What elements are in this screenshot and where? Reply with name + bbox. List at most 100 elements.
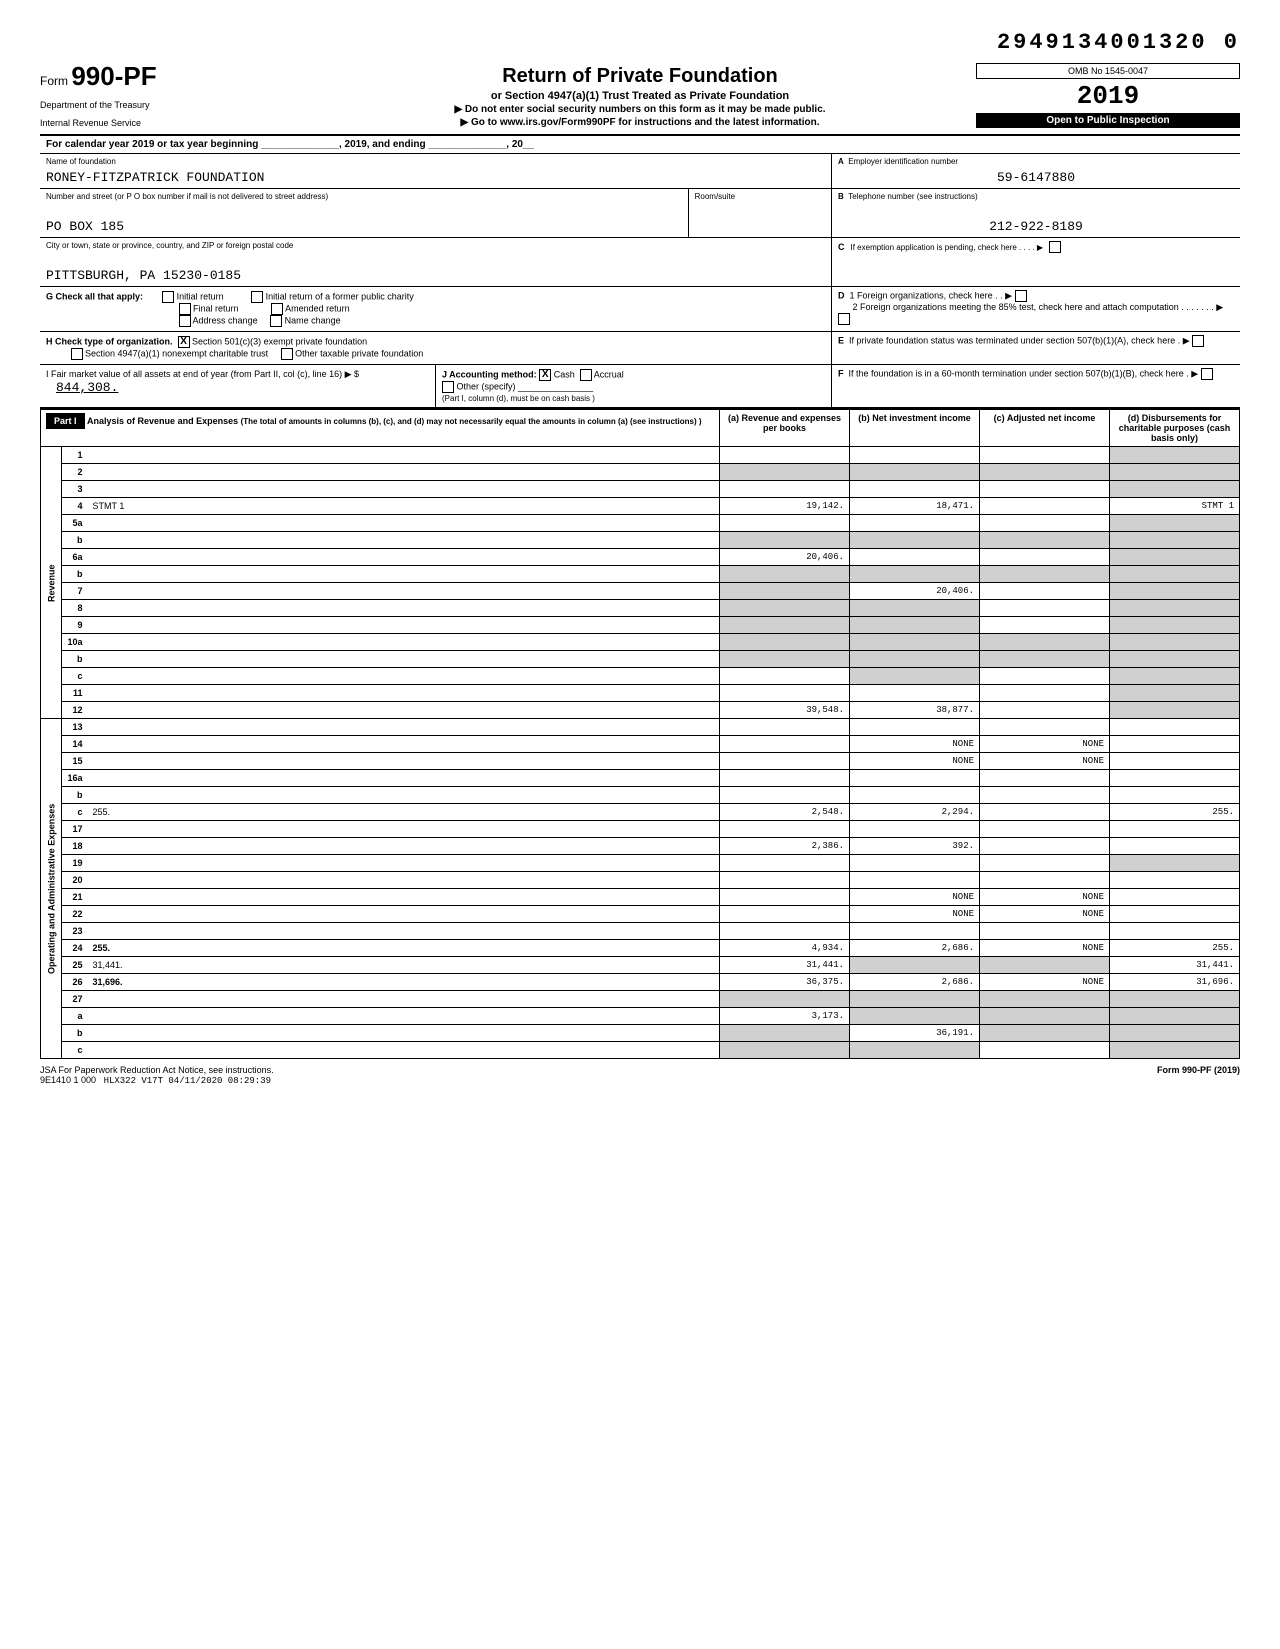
- d-2-checkbox[interactable]: [838, 313, 850, 325]
- row-value-c: [980, 855, 1110, 872]
- ein-label: Employer identification number: [848, 157, 958, 166]
- row-value-c: [980, 838, 1110, 855]
- g-opt-initial: Initial return: [177, 291, 224, 301]
- row-value-c: NONE: [980, 889, 1110, 906]
- row-value-d: [1110, 583, 1240, 600]
- row-value-a: 19,142.: [720, 498, 850, 515]
- row-value-a: 2,548.: [720, 804, 850, 821]
- h-other-checkbox[interactable]: [281, 348, 293, 360]
- row-description: [88, 906, 720, 923]
- h-4947-checkbox[interactable]: [71, 348, 83, 360]
- row-value-c: [980, 685, 1110, 702]
- row-value-b: 36,191.: [850, 1025, 980, 1042]
- row-number: 25: [62, 957, 88, 974]
- row-number: 6a: [62, 549, 88, 566]
- row-value-c: [980, 583, 1110, 600]
- form-number: Form 990-PF: [40, 61, 304, 92]
- row-value-c: [980, 872, 1110, 889]
- g-opt-final: Final return: [193, 303, 239, 313]
- h-label: H Check type of organization.: [46, 336, 173, 346]
- row-value-a: [720, 923, 850, 940]
- row-description: 31,696.: [88, 974, 720, 991]
- row-value-d: [1110, 702, 1240, 719]
- e-checkbox[interactable]: [1192, 335, 1204, 347]
- row-value-c: [980, 651, 1110, 668]
- row-value-b: [850, 651, 980, 668]
- j-other-checkbox[interactable]: [442, 381, 454, 393]
- row-value-c: [980, 1008, 1110, 1025]
- row-value-c: NONE: [980, 906, 1110, 923]
- table-row: 6a 20,406.: [41, 549, 1240, 566]
- table-row: 16a: [41, 770, 1240, 787]
- g-final-return-checkbox[interactable]: [179, 303, 191, 315]
- f-label: F: [838, 368, 844, 378]
- row-number: b: [62, 532, 88, 549]
- row-value-a: 39,548.: [720, 702, 850, 719]
- row-number: 24: [62, 940, 88, 957]
- row-value-c: [980, 770, 1110, 787]
- row-value-b: [850, 532, 980, 549]
- e-text: If private foundation status was termina…: [849, 335, 1190, 345]
- row-value-d: [1110, 549, 1240, 566]
- row-value-c: [980, 617, 1110, 634]
- g-address-change-checkbox[interactable]: [179, 315, 191, 327]
- j-accrual-checkbox[interactable]: [580, 369, 592, 381]
- table-row: 15NONENONE: [41, 753, 1240, 770]
- foundation-city: PITTSBURGH, PA 15230-0185: [46, 250, 825, 283]
- g-initial-return-checkbox[interactable]: [162, 291, 174, 303]
- row-description: [88, 685, 720, 702]
- e-label: E: [838, 335, 844, 345]
- row-description: [88, 617, 720, 634]
- row-value-d: [1110, 787, 1240, 804]
- j-cash-checkbox[interactable]: X: [539, 369, 551, 381]
- row-value-b: [850, 1042, 980, 1059]
- omb-number: OMB No 1545-0047: [976, 63, 1240, 79]
- h-501c3-checkbox[interactable]: X: [178, 336, 190, 348]
- row-value-b: [850, 515, 980, 532]
- row-value-b: [850, 617, 980, 634]
- row-description: [88, 1008, 720, 1025]
- row-value-a: 20,406.: [720, 549, 850, 566]
- row-value-d: [1110, 736, 1240, 753]
- exempt-checkbox[interactable]: [1049, 241, 1061, 253]
- row-value-a: [720, 668, 850, 685]
- row-value-d: [1110, 889, 1240, 906]
- row-description: [88, 447, 720, 464]
- row-description: [88, 464, 720, 481]
- row-value-a: [720, 583, 850, 600]
- row-value-c: [980, 549, 1110, 566]
- row-value-a: [720, 770, 850, 787]
- row-value-b: [850, 821, 980, 838]
- table-row: 4STMT 119,142.18,471.STMT 1: [41, 498, 1240, 515]
- f-checkbox[interactable]: [1201, 368, 1213, 380]
- row-description: [88, 600, 720, 617]
- g-opt-amended: Amended return: [285, 303, 350, 313]
- row-number: 5a: [62, 515, 88, 532]
- dept-treasury: Department of the Treasury: [40, 100, 304, 110]
- dept-irs: Internal Revenue Service: [40, 118, 304, 128]
- foundation-address: PO BOX 185: [46, 201, 682, 234]
- d-1-checkbox[interactable]: [1015, 290, 1027, 302]
- g-amended-checkbox[interactable]: [271, 303, 283, 315]
- row-value-b: NONE: [850, 753, 980, 770]
- city-label: City or town, state or province, country…: [46, 241, 825, 250]
- row-value-b: 20,406.: [850, 583, 980, 600]
- table-row: Operating and Administrative Expenses13: [41, 719, 1240, 736]
- g-former-charity-checkbox[interactable]: [251, 291, 263, 303]
- g-name-change-checkbox[interactable]: [270, 315, 282, 327]
- exempt-label-c: C: [838, 242, 845, 252]
- row-number: 27: [62, 991, 88, 1008]
- row-value-b: [850, 770, 980, 787]
- table-row: Revenue1: [41, 447, 1240, 464]
- form-subtitle-3: ▶ Go to www.irs.gov/Form990PF for instru…: [304, 117, 976, 128]
- identity-block: Name of foundation RONEY-FITZPATRICK FOU…: [40, 154, 1240, 287]
- row-value-c: [980, 668, 1110, 685]
- row-description: [88, 481, 720, 498]
- row-number: b: [62, 566, 88, 583]
- row-value-b: [850, 481, 980, 498]
- phone-value: 212-922-8189: [838, 201, 1234, 234]
- footer-paperwork: JSA For Paperwork Reduction Act Notice, …: [40, 1065, 274, 1075]
- row-value-d: [1110, 532, 1240, 549]
- row-value-a: [720, 821, 850, 838]
- row-number: 14: [62, 736, 88, 753]
